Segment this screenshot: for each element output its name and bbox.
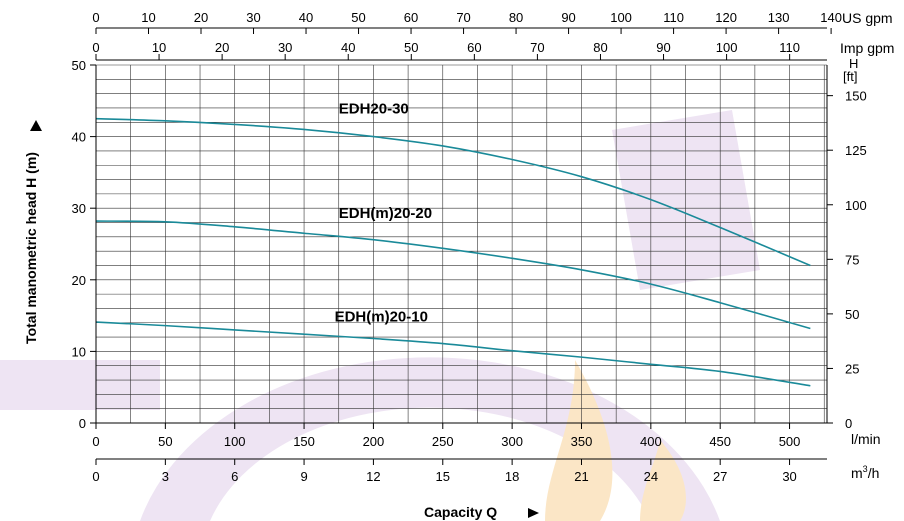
y-axis-label: Total manometric head H (m) [23,152,39,344]
x-unit-m3h-sup: 3 [863,464,868,474]
curve-EDH20-30 [95,117,811,267]
y-tick-label: 20 [72,273,86,288]
y-right-tick-label: 0 [845,416,852,431]
x-usgpm-tick-label: 90 [561,10,575,25]
y-tick-label: 30 [72,201,86,216]
x-impgpm-tick-label: 30 [278,40,292,55]
x-usgpm-tick-label: 140 [820,10,842,25]
x-tick-label: 100 [224,434,246,449]
y-tick-label: 10 [72,344,86,359]
x-impgpm-tick-label: 10 [152,40,166,55]
y-right-label-ft: [ft] [843,69,857,84]
series-label: EDH20-30 [339,101,409,118]
x-usgpm-tick-label: 30 [246,10,260,25]
x-usgpm-tick-label: 50 [351,10,365,25]
x-m3h-tick-label: 3 [162,469,169,484]
x-impgpm-tick-label: 60 [467,40,481,55]
x-m3h-tick-label: 24 [644,469,658,484]
x-usgpm-tick-label: 20 [194,10,208,25]
x-impgpm-tick-label: 20 [215,40,229,55]
y-right-tick-label: 50 [845,307,859,322]
x-tick-label: 250 [432,434,454,449]
x-unit-lmin: l/min [851,431,881,447]
x-usgpm-tick-label: 100 [610,10,632,25]
y-tick-label: 50 [72,58,86,73]
x-impgpm-tick-label: 90 [656,40,670,55]
x-usgpm-tick-label: 60 [404,10,418,25]
x-impgpm-tick-label: 50 [404,40,418,55]
x-axis-label: Capacity Q [424,504,497,520]
x-tick-label: 0 [92,434,99,449]
series-label: EDH(m)20-20 [339,205,432,222]
x-m3h-tick-label: 21 [574,469,588,484]
x-m3h-tick-label: 18 [505,469,519,484]
x-usgpm-tick-label: 0 [92,10,99,25]
x-tick-label: 50 [158,434,172,449]
y-right-label-h: H [849,56,858,71]
y-tick-label: 0 [79,416,86,431]
x-impgpm-tick-label: 0 [92,40,99,55]
y-right-tick-label: 100 [845,198,867,213]
x-m3h-tick-label: 6 [231,469,238,484]
x-axis-arrow-icon [528,508,539,518]
x-m3h-tick-label: 30 [782,469,796,484]
y-right-tick-label: 25 [845,361,859,376]
y-right-tick-label: 150 [845,89,867,104]
x-unit-m3h-base: m [851,465,863,481]
x-m3h-tick-label: 9 [300,469,307,484]
x-m3h-tick-label: 15 [436,469,450,484]
x-tick-label: 500 [779,434,801,449]
x-tick-label: 350 [571,434,593,449]
x-tick-label: 150 [293,434,315,449]
x-impgpm-tick-label: 40 [341,40,355,55]
x-impgpm-tick-label: 110 [779,40,800,55]
x-m3h-tick-label: 27 [713,469,727,484]
x-usgpm-tick-label: 70 [456,10,470,25]
x-usgpm-tick-label: 130 [768,10,790,25]
x-tick-label: 450 [709,434,731,449]
y-axis-arrow-icon [30,120,42,131]
x-usgpm-tick-label: 80 [509,10,523,25]
x-unit-usgpm: US gpm [842,10,893,26]
x-tick-label: 300 [501,434,523,449]
curve-EDH(m)20-10 [95,321,811,387]
y-right-tick-label: 125 [845,143,867,158]
grid [95,64,827,424]
x-unit-m3h-tail: /h [868,465,880,481]
x-usgpm-tick-label: 110 [663,10,684,25]
x-unit-m3h: m3/h [851,464,879,481]
x-impgpm-tick-label: 80 [593,40,607,55]
series-label: EDH(m)20-10 [335,308,428,325]
x-tick-label: 200 [363,434,385,449]
x-impgpm-tick-label: 70 [530,40,544,55]
x-unit-impgpm: Imp gpm [840,40,894,56]
x-usgpm-tick-label: 10 [141,10,155,25]
x-impgpm-tick-label: 100 [716,40,738,55]
x-usgpm-tick-label: 40 [299,10,313,25]
axes [95,27,828,460]
x-m3h-tick-label: 0 [92,469,99,484]
curves: EDH20-30 EDH(m)20-20 EDH(m)20-10 [95,101,811,387]
x-tick-label: 400 [640,434,662,449]
y-tick-label: 40 [72,130,86,145]
x-usgpm-tick-label: 120 [715,10,737,25]
curve-EDH(m)20-20 [95,220,811,330]
x-m3h-tick-label: 12 [366,469,380,484]
y-right-tick-label: 75 [845,252,859,267]
